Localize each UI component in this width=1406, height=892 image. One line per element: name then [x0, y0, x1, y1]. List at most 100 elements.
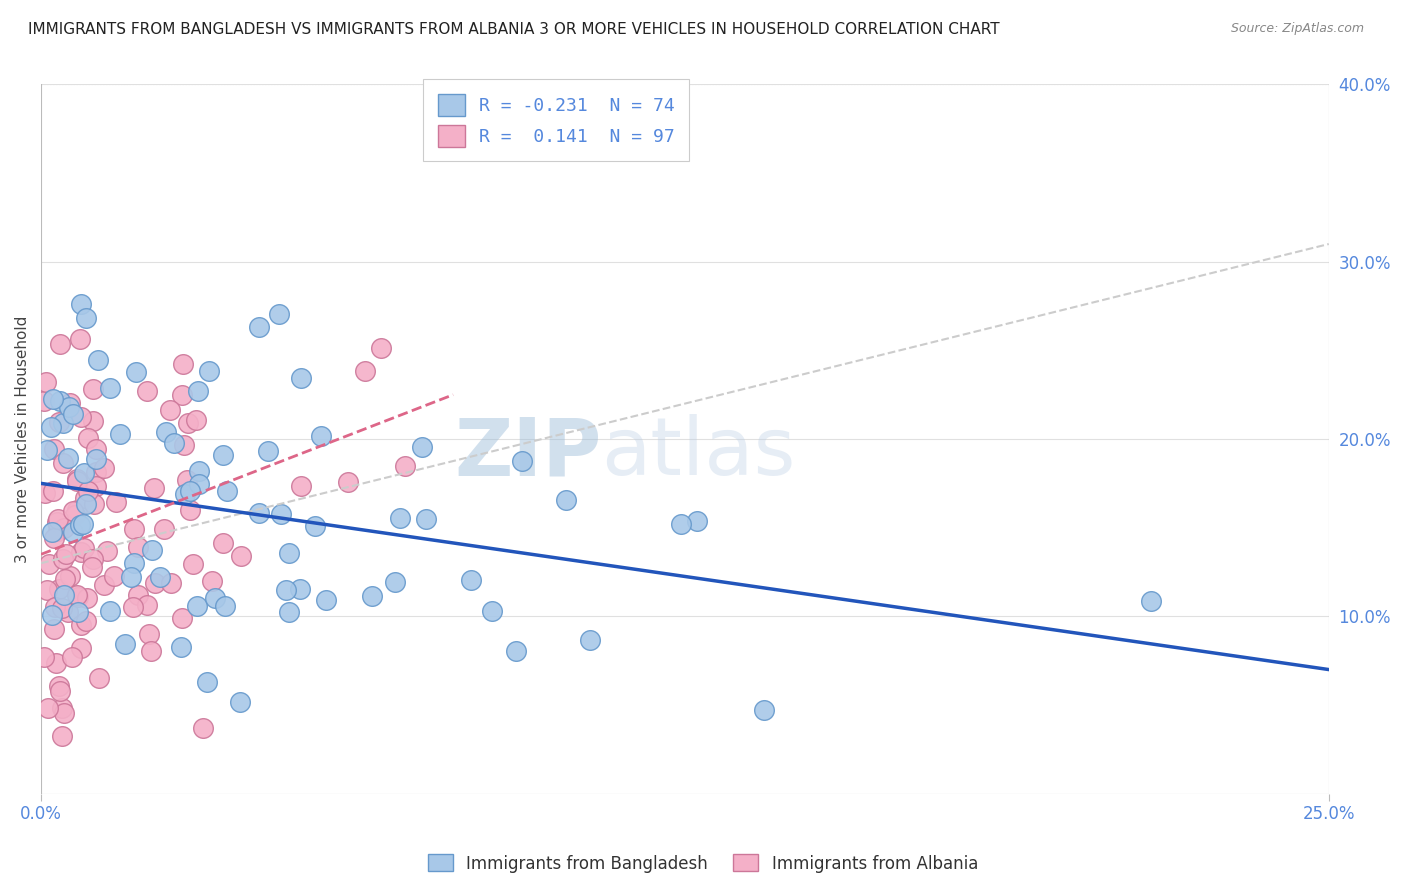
Point: [41, 607, 63, 622]
Point: [82, 382, 104, 396]
Point: [32, 394, 55, 409]
Point: [290, 582, 312, 597]
Point: [49, 393, 72, 408]
Point: [172, 357, 194, 371]
Point: [49, 683, 72, 698]
Point: [197, 364, 219, 378]
Point: [41, 525, 63, 540]
Point: [37, 443, 59, 458]
Point: [53, 521, 76, 535]
Point: [93, 578, 115, 592]
Point: [127, 540, 149, 554]
Point: [75, 497, 97, 511]
Point: [104, 494, 127, 508]
Point: [163, 435, 186, 450]
Point: [46, 524, 69, 538]
Point: [274, 583, 297, 598]
Point: [66, 475, 89, 489]
Point: [304, 518, 326, 533]
Point: [195, 675, 218, 690]
Point: [32, 649, 55, 664]
Point: [37, 582, 59, 597]
Point: [186, 599, 208, 614]
Point: [100, 381, 122, 395]
Point: [44, 623, 66, 637]
Point: [159, 575, 181, 590]
Point: [231, 549, 253, 563]
Point: [505, 644, 527, 658]
Point: [114, 637, 136, 651]
Point: [34, 486, 56, 500]
Point: [69, 545, 91, 559]
Point: [39, 420, 62, 434]
Point: [138, 626, 160, 640]
Point: [173, 487, 195, 501]
Point: [360, 589, 382, 603]
Point: [49, 337, 72, 351]
Point: [228, 695, 250, 709]
Point: [67, 605, 90, 619]
Point: [59, 569, 82, 583]
Point: [125, 365, 148, 379]
Point: [70, 409, 93, 424]
Point: [82, 559, 104, 574]
Point: [214, 599, 236, 613]
Point: [211, 449, 233, 463]
Point: [159, 403, 181, 417]
Point: [394, 459, 416, 474]
Point: [53, 706, 76, 721]
Point: [389, 510, 412, 524]
Point: [73, 541, 96, 556]
Point: [44, 531, 66, 545]
Point: [170, 640, 193, 655]
Point: [62, 524, 84, 539]
Point: [42, 483, 65, 498]
Point: [75, 614, 97, 628]
Point: [83, 497, 105, 511]
Point: [201, 574, 224, 589]
Point: [56, 450, 79, 465]
Point: [460, 573, 482, 587]
Point: [65, 587, 87, 601]
Point: [70, 297, 93, 311]
Point: [155, 425, 177, 439]
Point: [96, 544, 118, 558]
Point: [35, 376, 58, 390]
Point: [76, 591, 98, 605]
Point: [53, 588, 76, 602]
Point: [170, 388, 193, 402]
Point: [73, 466, 96, 480]
Point: [315, 593, 337, 607]
Text: ZIP: ZIP: [454, 414, 602, 492]
Point: [136, 598, 159, 612]
Point: [187, 384, 209, 399]
Point: [122, 599, 145, 614]
Point: [179, 502, 201, 516]
Point: [354, 364, 377, 378]
Point: [141, 542, 163, 557]
Point: [98, 604, 121, 618]
Point: [269, 307, 291, 321]
Point: [669, 516, 692, 531]
Point: [510, 454, 533, 468]
Point: [290, 371, 312, 385]
Point: [173, 438, 195, 452]
Point: [69, 518, 91, 533]
Point: [53, 572, 76, 586]
Point: [177, 417, 200, 431]
Point: [127, 589, 149, 603]
Point: [103, 569, 125, 583]
Point: [184, 413, 207, 427]
Point: [82, 552, 104, 566]
Y-axis label: 3 or more Vehicles in Household: 3 or more Vehicles in Household: [15, 316, 30, 563]
Point: [58, 401, 80, 415]
Point: [311, 429, 333, 443]
Point: [46, 511, 69, 525]
Point: [121, 570, 143, 584]
Point: [52, 457, 75, 471]
Point: [62, 407, 84, 421]
Point: [66, 472, 89, 486]
Point: [143, 576, 166, 591]
Point: [44, 599, 66, 614]
Point: [86, 465, 108, 479]
